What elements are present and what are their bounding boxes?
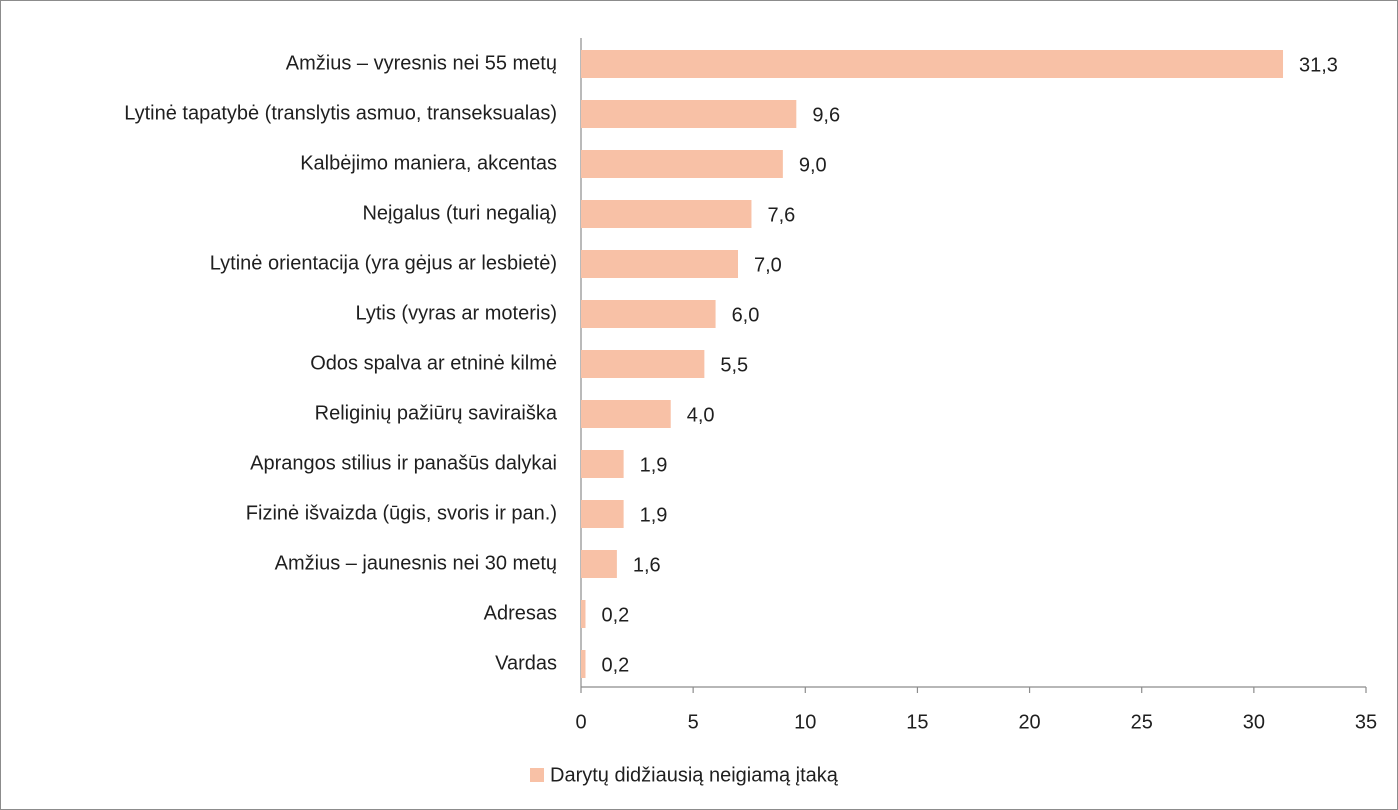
y-tick-label: Kalbėjimo maniera, akcentas [300,152,557,174]
y-tick-label: Amžius – jaunesnis nei 30 metų [275,552,557,574]
bar [581,550,617,578]
bar [581,200,752,228]
bar [581,50,1284,78]
legend-label: Darytų didžiausią neigiamą įtaką [550,764,839,786]
legend-swatch [530,768,544,782]
y-tick-label: Fizinė išvaizda (ūgis, svoris ir pan.) [246,502,557,524]
bar [581,650,586,678]
y-tick-label: Aprangos stilius ir panašūs dalykai [250,452,557,474]
value-label: 6,0 [732,304,760,326]
value-label: 7,6 [767,204,795,226]
x-tick-label: 0 [575,711,586,733]
x-tick-label: 10 [794,711,816,733]
y-tick-label: Lytinė tapatybė (translytis asmuo, trans… [124,102,557,124]
value-label: 1,9 [640,454,668,476]
y-tick-label: Adresas [484,602,557,624]
bar [581,600,586,628]
value-label: 7,0 [754,254,782,276]
value-label: 1,6 [633,554,661,576]
bar [581,100,797,128]
bar [581,300,716,328]
bar [581,450,624,478]
value-label: 4,0 [687,404,715,426]
value-label: 9,0 [799,154,827,176]
x-tick-label: 20 [1018,711,1040,733]
y-tick-label: Amžius – vyresnis nei 55 metų [286,52,557,74]
x-tick-label: 5 [688,711,699,733]
y-tick-label: Lytinė orientacija (yra gėjus ar lesbiet… [210,252,557,274]
y-tick-label: Neįgalus (turi negalią) [362,202,557,224]
x-tick-label: 15 [906,711,928,733]
value-label: 1,9 [640,504,668,526]
value-label: 0,2 [601,604,629,626]
y-tick-label: Vardas [495,652,557,674]
x-tick-label: 35 [1355,711,1377,733]
x-tick-label: 25 [1131,711,1153,733]
bar [581,500,624,528]
value-label: 31,3 [1299,54,1338,76]
bar [581,150,783,178]
bar [581,250,738,278]
bar [581,350,705,378]
x-tick-label: 30 [1243,711,1265,733]
value-label: 0,2 [601,654,629,676]
y-tick-label: Religinių pažiūrų saviraiška [315,402,558,424]
bar [581,400,671,428]
y-tick-label: Odos spalva ar etninė kilmė [310,352,557,374]
value-label: 9,6 [812,104,840,126]
y-tick-label: Lytis (vyras ar moteris) [355,302,557,324]
value-label: 5,5 [720,354,748,376]
